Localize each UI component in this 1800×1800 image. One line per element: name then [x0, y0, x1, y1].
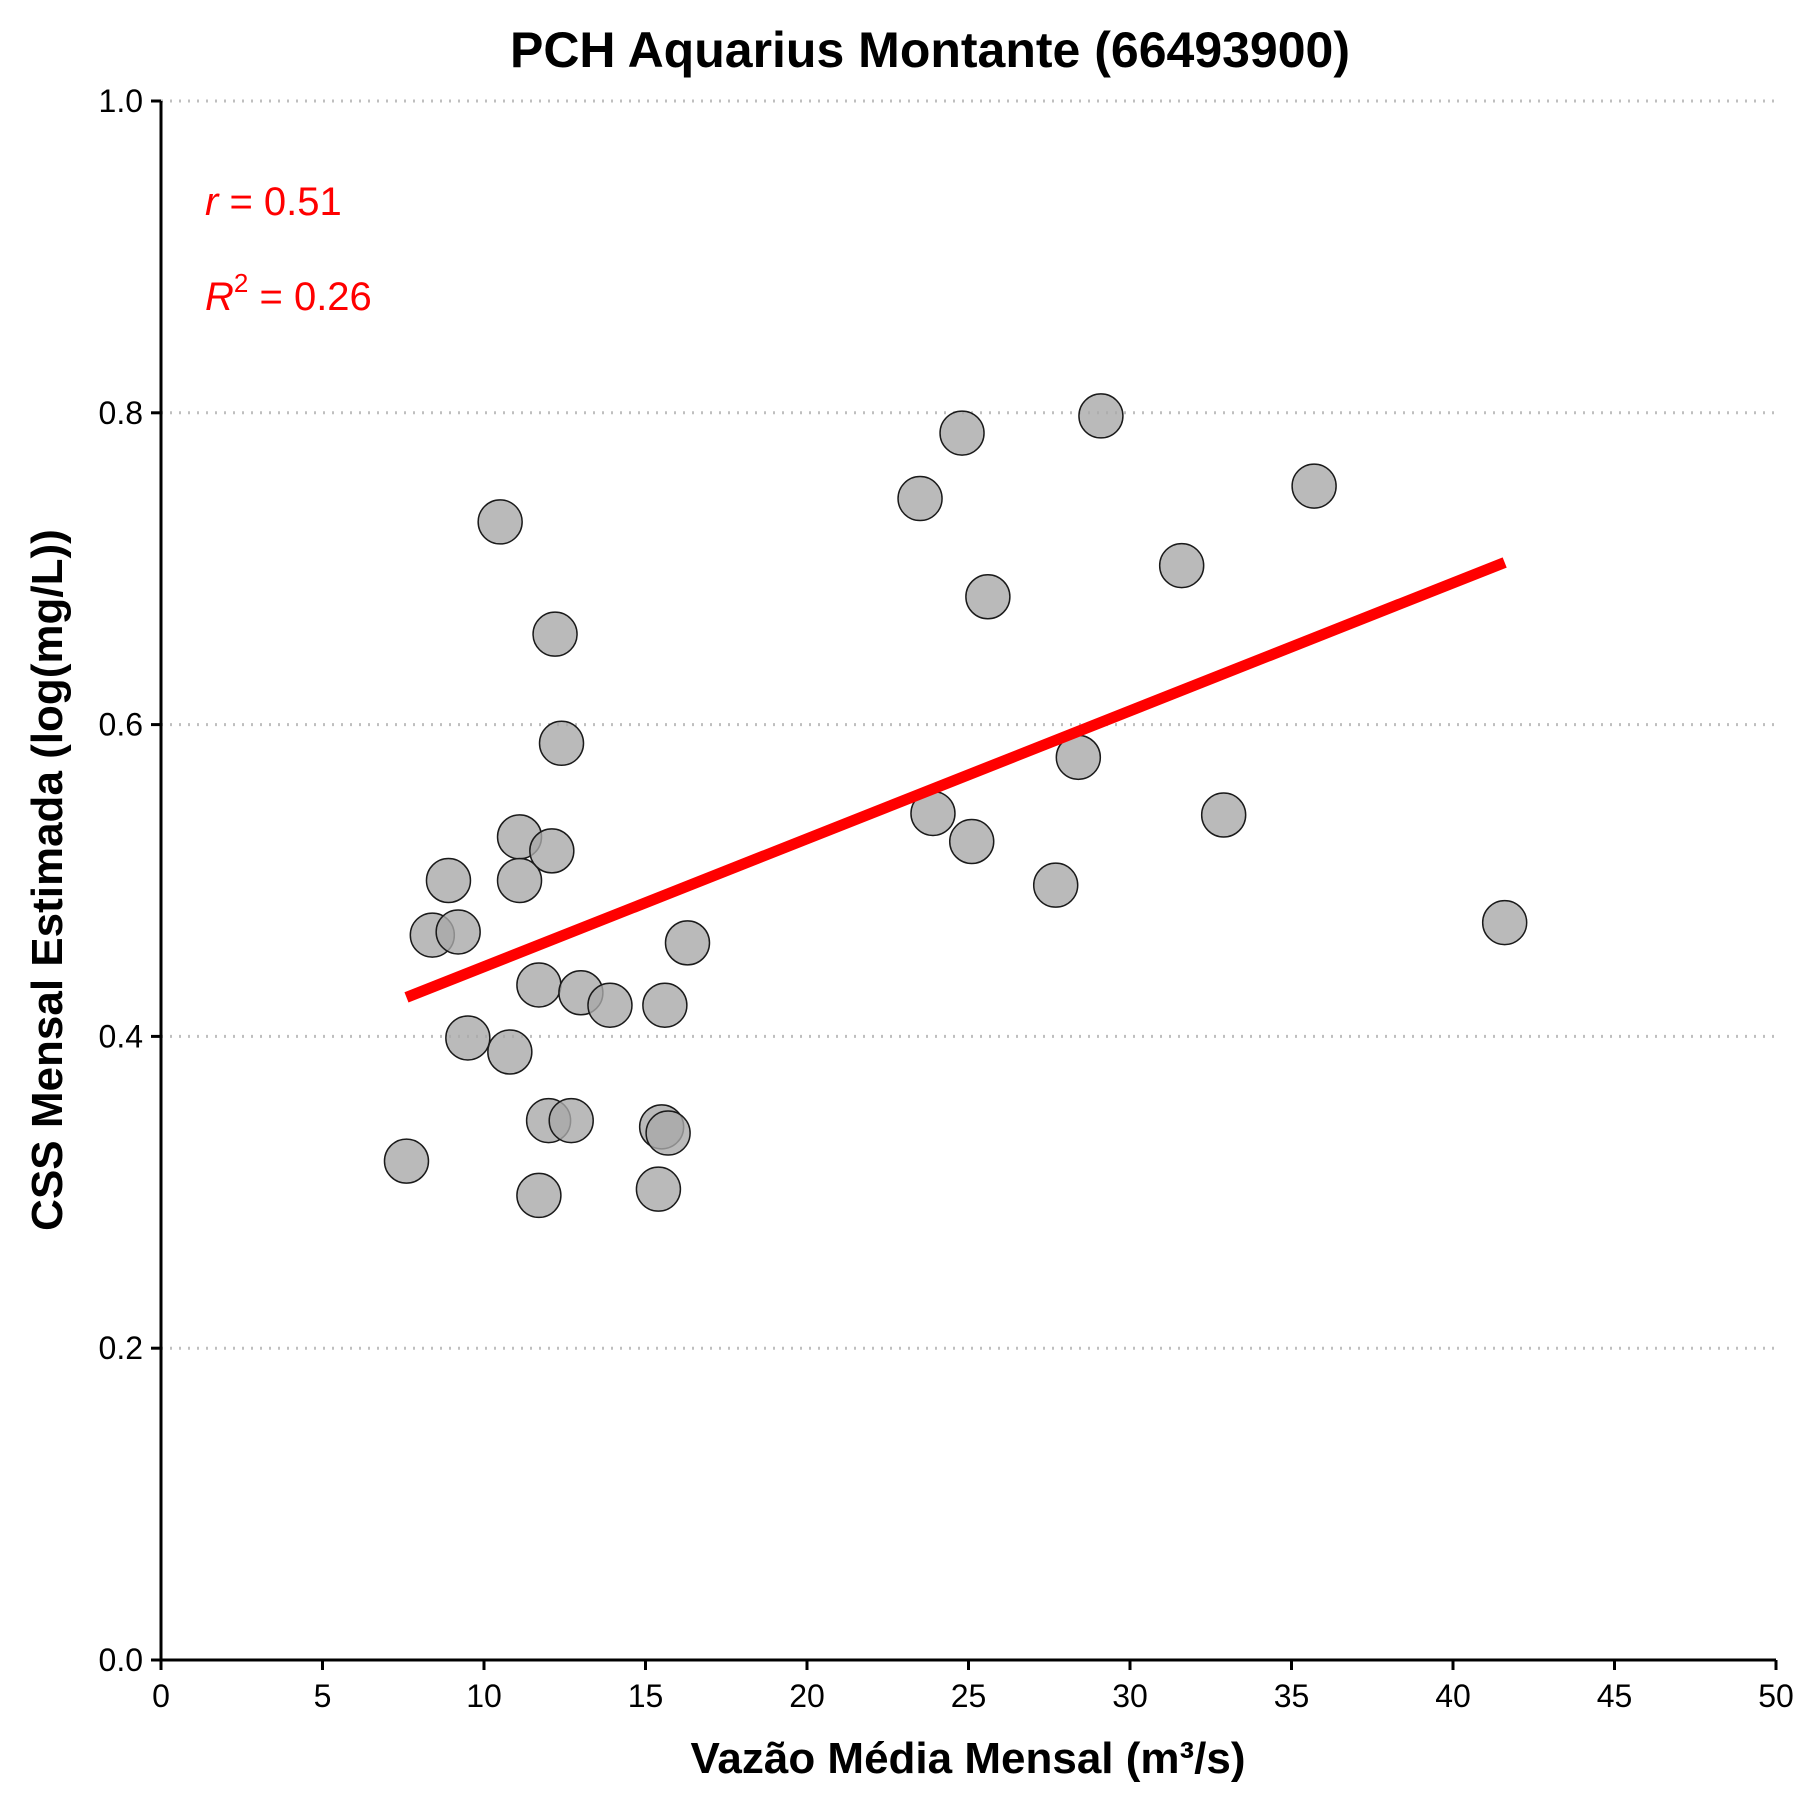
x-tick-label: 15 — [628, 1678, 664, 1714]
y-tick-label: 0.8 — [99, 395, 143, 431]
data-point — [1291, 463, 1337, 509]
r-symbol: r — [205, 180, 220, 224]
x-tick-label: 45 — [1597, 1678, 1633, 1714]
data-point — [1200, 792, 1247, 838]
y-tick-label: 0.4 — [99, 1018, 143, 1054]
x-tick-label: 25 — [951, 1678, 987, 1714]
r-annotation: r = 0.51 — [205, 180, 342, 224]
r-value: = 0.51 — [218, 180, 341, 224]
data-point — [1032, 862, 1079, 908]
r2-annotation: R2 = 0.26 — [205, 268, 372, 319]
data-point — [948, 818, 995, 865]
data-point — [1158, 542, 1205, 589]
y-axis-title: CSS Mensal Estimada (log(mg/L)) — [23, 529, 72, 1231]
data-points — [383, 393, 1528, 1219]
data-point — [383, 1138, 430, 1184]
x-tick-label: 5 — [314, 1678, 332, 1714]
data-point — [425, 857, 472, 904]
data-point — [587, 982, 633, 1028]
y-axis-ticks: 0.0 0.2 0.4 0.6 0.8 1.0 — [99, 83, 161, 1678]
y-tick-label: 0.2 — [99, 1330, 143, 1366]
data-point — [642, 982, 688, 1028]
data-point — [435, 909, 481, 955]
data-point — [477, 499, 523, 545]
y-tick-label: 1.0 — [99, 83, 143, 119]
data-point — [445, 1015, 491, 1061]
data-point — [538, 720, 585, 767]
regression-line — [404, 557, 1507, 1003]
data-point — [1078, 393, 1124, 439]
x-axis-title: Vazão Média Mensal (m³/s) — [690, 1734, 1245, 1783]
x-tick-label: 40 — [1435, 1678, 1471, 1714]
data-point — [965, 574, 1011, 620]
x-tick-label: 0 — [152, 1678, 170, 1714]
chart-title: PCH Aquarius Montante (66493900) — [510, 22, 1350, 78]
r2-value: = 0.26 — [248, 275, 371, 319]
data-point — [664, 920, 711, 966]
x-tick-label: 30 — [1112, 1678, 1148, 1714]
data-point — [939, 410, 985, 456]
data-point — [548, 1097, 594, 1144]
data-point — [516, 1172, 562, 1219]
data-point — [635, 1166, 682, 1212]
data-point — [897, 475, 943, 522]
data-point — [1481, 899, 1528, 946]
x-tick-label: 50 — [1758, 1678, 1794, 1714]
r2-symbol: R — [205, 275, 234, 319]
r2-exponent: 2 — [234, 268, 248, 298]
data-point — [516, 962, 562, 1008]
y-tick-label: 0.6 — [99, 707, 143, 743]
data-point — [496, 857, 543, 904]
x-tick-label: 10 — [466, 1678, 502, 1714]
data-point — [532, 611, 578, 657]
data-point — [487, 1029, 533, 1075]
data-point — [645, 1110, 691, 1156]
x-axis-ticks: 0 5 10 15 20 25 30 35 40 45 50 — [152, 1660, 1794, 1714]
y-tick-label: 0.0 — [99, 1642, 143, 1678]
x-tick-label: 20 — [789, 1678, 825, 1714]
data-point — [529, 828, 575, 874]
x-tick-label: 35 — [1274, 1678, 1310, 1714]
